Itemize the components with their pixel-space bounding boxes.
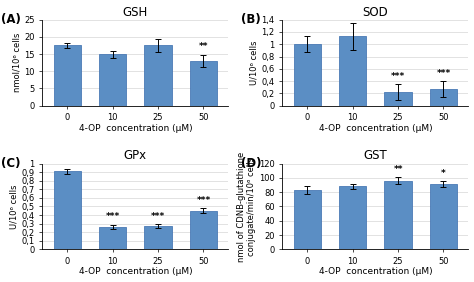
Bar [294,190,321,249]
Bar [430,184,457,249]
Title: SOD: SOD [363,6,388,19]
Y-axis label: nmol of CDNB-glutathione
conjugate/min/10⁶ cells: nmol of CDNB-glutathione conjugate/min/1… [237,151,256,262]
Text: (D): (D) [241,157,262,170]
Text: ***: *** [151,212,165,221]
Bar [99,54,126,106]
Title: GST: GST [364,149,387,162]
Text: **: ** [199,42,208,51]
Text: (B): (B) [241,13,261,26]
Bar [384,92,412,106]
Y-axis label: U/10⁶ cells: U/10⁶ cells [9,184,18,229]
Title: GPx: GPx [124,149,147,162]
Text: (A): (A) [1,13,21,26]
X-axis label: 4-OP  concentration (μM): 4-OP concentration (μM) [319,124,432,133]
Bar [384,181,412,249]
X-axis label: 4-OP  concentration (μM): 4-OP concentration (μM) [79,267,192,276]
Bar [190,61,217,106]
Bar [339,186,366,249]
Text: ***: *** [437,69,451,78]
Bar [54,171,81,249]
Text: ***: *** [196,196,210,205]
Text: ***: *** [106,213,120,221]
Bar [54,45,81,106]
Text: *: * [441,169,446,178]
Bar [430,89,457,106]
Bar [145,226,172,249]
Text: **: ** [393,165,403,174]
Text: ***: *** [391,72,405,81]
Title: GSH: GSH [123,6,148,19]
X-axis label: 4-OP  concentration (μM): 4-OP concentration (μM) [319,267,432,276]
X-axis label: 4-OP  concentration (μM): 4-OP concentration (μM) [79,124,192,133]
Bar [99,227,126,249]
Bar [190,211,217,249]
Bar [145,45,172,106]
Text: (C): (C) [1,157,21,170]
Y-axis label: nmol/10⁶ cells: nmol/10⁶ cells [12,33,21,92]
Bar [339,36,366,106]
Bar [294,44,321,106]
Y-axis label: U/10⁶ cells: U/10⁶ cells [250,40,259,85]
